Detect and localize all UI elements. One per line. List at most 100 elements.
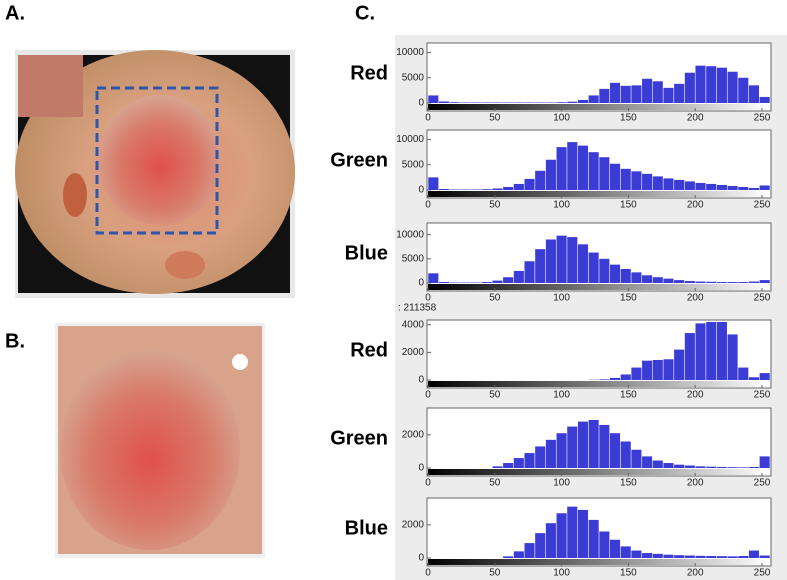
colorbar (428, 104, 770, 110)
x-tick-label: 0 (425, 293, 431, 304)
bar (513, 183, 524, 190)
x-tick-label: 250 (754, 113, 771, 124)
bar (642, 456, 653, 468)
bar (684, 333, 695, 380)
y-tick-label: 2000 (402, 429, 425, 440)
bar (727, 71, 738, 103)
bar (631, 367, 642, 380)
y-tick-label: 10000 (396, 47, 424, 58)
x-tick-label: 0 (425, 113, 431, 124)
bar (567, 142, 578, 190)
bar (481, 189, 492, 190)
x-tick-label: 150 (620, 478, 637, 489)
bar (652, 359, 663, 380)
bar (588, 252, 599, 283)
bar (674, 179, 685, 190)
bar (738, 186, 749, 190)
colorbar (428, 284, 770, 290)
bar (706, 466, 717, 468)
x-tick-label: 150 (620, 293, 637, 304)
bar (556, 433, 567, 468)
bar (663, 87, 674, 103)
x-tick-label: 250 (754, 568, 771, 579)
bar (567, 237, 578, 283)
bar (599, 258, 610, 283)
bar (449, 189, 460, 190)
bar (556, 102, 567, 103)
colorbar (428, 191, 770, 197)
x-tick-label: 150 (620, 113, 637, 124)
bar (727, 334, 738, 380)
bar (524, 178, 535, 190)
bar (524, 261, 535, 283)
bar (556, 513, 567, 558)
bar (609, 82, 621, 103)
bar (706, 281, 717, 283)
y-tick-label: 2000 (402, 519, 425, 530)
bar (695, 281, 706, 283)
bar (513, 458, 524, 468)
bar (759, 280, 770, 283)
bar (620, 546, 631, 558)
y-tick-label: 0 (418, 185, 424, 196)
bar (716, 556, 727, 558)
y-tick-label: 0 (418, 98, 424, 109)
panel-label: B. (5, 330, 25, 352)
bar (503, 102, 514, 103)
glare (232, 354, 248, 370)
bar (599, 379, 610, 380)
bar (535, 249, 546, 283)
bar (535, 170, 546, 190)
bar (503, 556, 514, 558)
bar (674, 555, 685, 558)
inset (18, 55, 83, 117)
bar (599, 531, 610, 558)
bar (631, 449, 642, 468)
bar (588, 152, 599, 190)
plot-area (426, 497, 772, 567)
bar (620, 168, 631, 190)
x-tick-label: 100 (553, 568, 570, 579)
bar (738, 282, 749, 283)
channel-label: Red (350, 339, 388, 361)
bar (642, 78, 653, 103)
bar (428, 95, 439, 103)
y-tick-label: 0 (418, 278, 424, 289)
bar (513, 270, 524, 283)
bar (759, 373, 770, 380)
bar (577, 421, 589, 468)
x-tick-label: 50 (489, 390, 501, 401)
bar (503, 277, 514, 283)
bar (599, 157, 610, 190)
y-tick-label: 10000 (396, 229, 424, 240)
bar (545, 239, 556, 283)
bar (695, 466, 706, 468)
bar (460, 102, 471, 103)
bar (652, 81, 663, 103)
x-tick-label: 0 (425, 568, 431, 579)
bar (706, 556, 717, 558)
y-tick-label: 5000 (402, 253, 425, 264)
bar (620, 441, 631, 468)
y-tick-label: 0 (418, 375, 424, 386)
x-tick-label: 0 (425, 478, 431, 489)
bar (588, 95, 599, 103)
bar (684, 72, 695, 103)
bar (738, 367, 749, 380)
bar (727, 467, 738, 468)
histogram-panel (395, 35, 787, 580)
bar (492, 466, 503, 468)
bar (663, 463, 674, 468)
y-tick-label: 0 (418, 553, 424, 564)
bar (759, 456, 770, 468)
bar (716, 322, 727, 380)
panel-label: A. (5, 2, 25, 24)
bar (513, 551, 524, 558)
x-tick-label: 200 (687, 390, 704, 401)
bar (695, 555, 706, 558)
bar (471, 102, 482, 103)
bar (609, 539, 621, 558)
bar (706, 183, 717, 190)
bar (535, 446, 546, 468)
bar (577, 509, 589, 558)
